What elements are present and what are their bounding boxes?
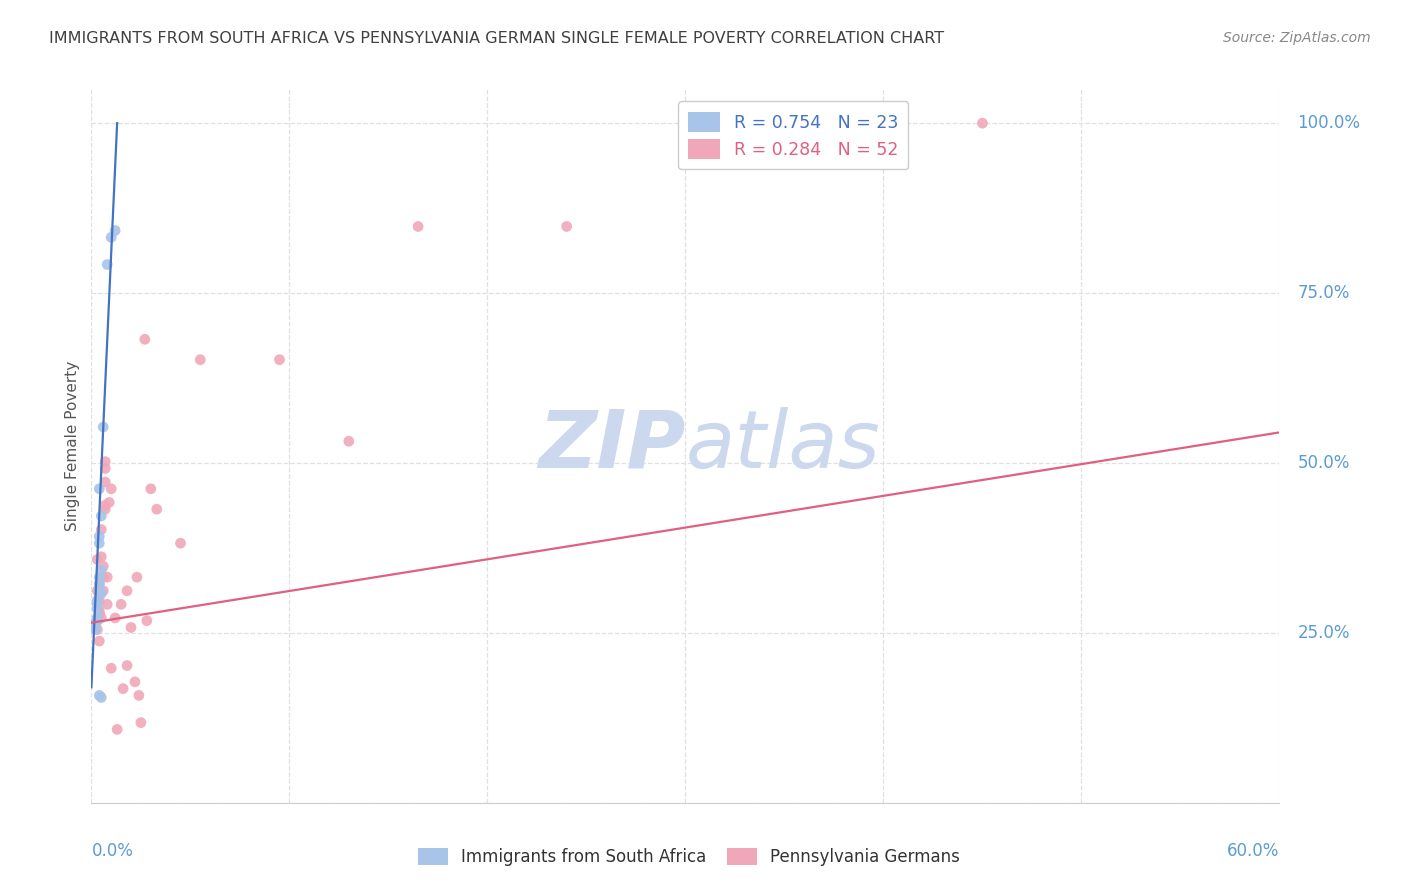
Point [86,583,108,598]
Point [89,577,111,591]
Text: 60.0%: 60.0% [1227,842,1279,860]
Point [89,634,111,648]
Point [406,219,429,234]
Text: 25.0%: 25.0% [1298,624,1350,642]
Point [94,455,117,469]
Point [135,614,157,628]
Point [169,536,191,550]
Point [84,623,107,637]
Text: Source: ZipAtlas.com: Source: ZipAtlas.com [1223,31,1371,45]
Point [115,658,138,673]
Point [90,523,112,537]
Point [86,598,108,612]
Point [112,681,135,696]
Legend: Immigrants from South Africa, Pennsylvania Germans: Immigrants from South Africa, Pennsylvan… [412,841,966,873]
Text: IMMIGRANTS FROM SOUTH AFRICA VS PENNSYLVANIA GERMAN SINGLE FEMALE POVERTY CORREL: IMMIGRANTS FROM SOUTH AFRICA VS PENNSYLV… [49,31,945,46]
Point [89,607,111,621]
Point [100,482,122,496]
Point [86,552,108,566]
Point [96,258,118,272]
Point [89,593,111,607]
Point [134,332,156,346]
Point [86,602,108,616]
Point [84,615,107,630]
Point [86,593,108,607]
Point [96,598,118,612]
Point [86,611,108,625]
Point [89,482,111,496]
Point [89,604,111,618]
Point [125,570,148,584]
Point [115,583,138,598]
Point [90,611,112,625]
Point [104,223,127,237]
Point [94,502,117,516]
Point [89,577,111,591]
Point [91,583,114,598]
Text: ZIP: ZIP [538,407,685,485]
Point [89,536,111,550]
Point [90,508,112,523]
Point [94,475,117,489]
Point [128,689,150,703]
Point [91,559,114,574]
Point [94,498,117,512]
Text: 50.0%: 50.0% [1298,454,1350,472]
Text: 0.0%: 0.0% [91,842,134,860]
Point [110,598,132,612]
Point [86,614,108,628]
Point [96,570,118,584]
Point [337,434,360,449]
Point [120,620,142,634]
Point [86,598,108,612]
Text: 75.0%: 75.0% [1298,284,1350,302]
Point [86,623,108,637]
Text: 100.0%: 100.0% [1298,114,1360,132]
Point [86,614,108,628]
Point [129,715,152,730]
Legend: R = 0.754   N = 23, R = 0.284   N = 52: R = 0.754 N = 23, R = 0.284 N = 52 [678,102,908,169]
Point [105,723,128,737]
Point [84,619,107,633]
Point [91,570,114,584]
Point [100,230,122,244]
Point [104,611,127,625]
Point [90,586,112,600]
Point [84,615,107,630]
Point [89,570,111,584]
Point [555,219,578,234]
Point [90,549,112,564]
Point [89,529,111,543]
Point [86,611,108,625]
Point [89,583,111,598]
Point [89,607,111,621]
Y-axis label: Single Female Poverty: Single Female Poverty [65,361,80,531]
Point [98,495,121,509]
Point [94,461,117,475]
Point [86,612,108,626]
Point [145,502,167,516]
Point [139,482,162,496]
Point [972,116,994,130]
Point [90,563,112,577]
Point [100,661,122,675]
Point [90,690,112,705]
Point [91,420,114,434]
Point [89,689,111,703]
Point [269,352,291,367]
Text: atlas: atlas [685,407,880,485]
Point [124,674,146,689]
Point [188,352,211,367]
